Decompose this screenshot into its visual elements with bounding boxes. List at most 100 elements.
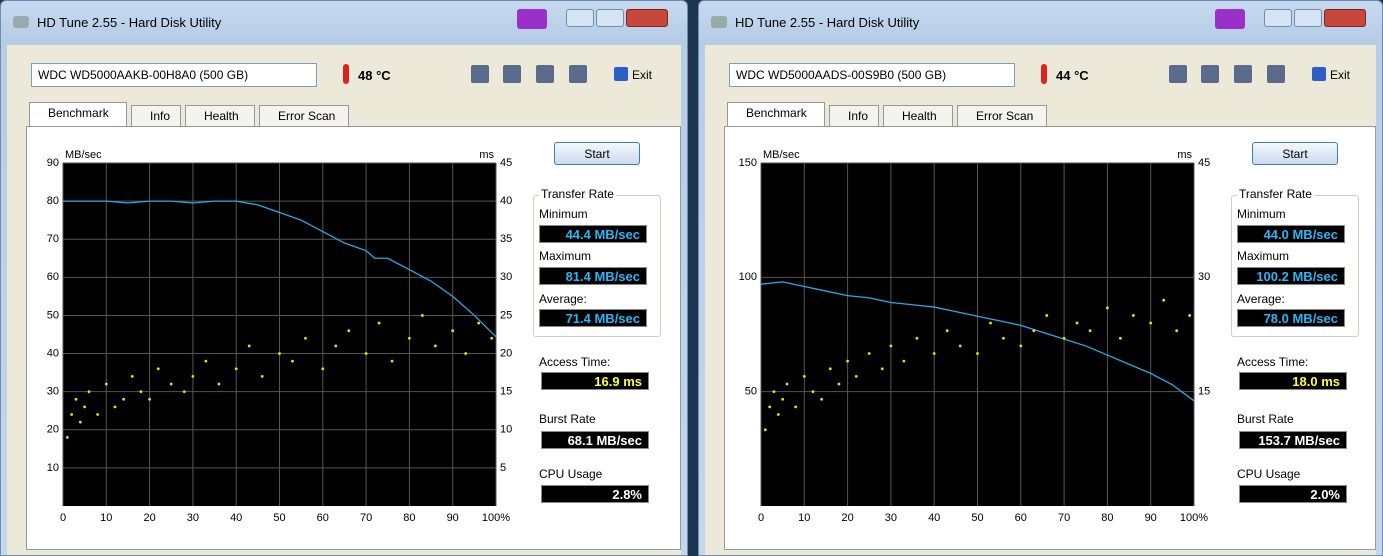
access-time-point <box>890 345 893 348</box>
access-time-point <box>304 337 307 340</box>
value-box: 100.2 MB/sec <box>1237 267 1345 285</box>
x-tick-label: 80 <box>1101 512 1113 524</box>
minimize-button[interactable] <box>1264 9 1292 27</box>
access-time-point <box>170 383 173 386</box>
minimize-button[interactable] <box>566 9 594 27</box>
access-time-point <box>959 345 962 348</box>
y-tick-label: 30 <box>47 386 59 398</box>
toolbar-icon[interactable] <box>1234 65 1252 83</box>
access-time-point <box>855 375 858 378</box>
x-tick-label: 40 <box>230 512 242 524</box>
access-time-point <box>1002 337 1005 340</box>
value-box: 2.8% <box>541 485 649 503</box>
access-time-point <box>1119 337 1122 340</box>
value-box: 78.0 MB/sec <box>1237 309 1345 327</box>
access-time-point <box>122 398 125 401</box>
access-time-point <box>794 406 797 409</box>
access-time-point <box>75 398 78 401</box>
access-time-point <box>976 352 979 355</box>
toolbar-icon[interactable] <box>1169 65 1187 83</box>
y-tick-label: 80 <box>47 195 59 207</box>
access-time-point <box>66 436 69 439</box>
y-tick-label: 90 <box>47 157 59 169</box>
access-time-point <box>786 383 789 386</box>
access-time-point <box>183 390 186 393</box>
stat-label: Average: <box>539 292 587 306</box>
toolbar-icon[interactable] <box>503 65 521 83</box>
access-time-point <box>477 322 480 325</box>
access-time-point <box>391 360 394 363</box>
access-time-point <box>96 413 99 416</box>
start-button[interactable]: Start <box>554 142 640 165</box>
toolbar-icon[interactable] <box>1267 65 1285 83</box>
access-time-point <box>70 413 73 416</box>
access-time-point <box>846 360 849 363</box>
y2-tick-label: 20 <box>500 347 512 359</box>
window-title: HD Tune 2.55 - Hard Disk Utility <box>37 15 221 30</box>
y2-tick-label: 5 <box>500 462 506 474</box>
y2-tick-label: 30 <box>1198 271 1210 283</box>
close-button[interactable] <box>626 9 668 27</box>
value-box: 44.0 MB/sec <box>1237 225 1345 243</box>
access-time-point <box>235 367 238 370</box>
menu-button[interactable] <box>1215 9 1245 29</box>
y2-tick-label: 15 <box>500 386 512 398</box>
y-tick-label: 10 <box>47 462 59 474</box>
y2-axis-label: ms <box>1177 149 1192 161</box>
access-time-point <box>131 375 134 378</box>
toolbar-icon[interactable] <box>1201 65 1219 83</box>
access-time-point <box>1188 314 1191 317</box>
toolbar-icon[interactable] <box>569 65 587 83</box>
tab[interactable]: Benchmark <box>29 102 127 127</box>
y2-tick-label: 40 <box>500 195 512 207</box>
maximize-button[interactable] <box>596 9 624 27</box>
access-time-point <box>261 375 264 378</box>
x-tick-label: 90 <box>447 512 459 524</box>
thermometer <box>1041 64 1047 84</box>
start-button[interactable]: Start <box>1252 142 1338 165</box>
tab[interactable]: Health <box>883 105 953 126</box>
value-box: 68.1 MB/sec <box>541 431 649 449</box>
exit-button[interactable]: Exit <box>632 68 652 82</box>
access-time-point <box>1089 329 1092 332</box>
drive-select[interactable]: WDC WD5000AADS-00S9B0 (500 GB) <box>729 63 1015 87</box>
stat-label: CPU Usage <box>539 467 602 481</box>
y2-tick-label: 35 <box>500 233 512 245</box>
tab[interactable]: Error Scan <box>957 105 1047 126</box>
toolbar-icon[interactable] <box>471 65 489 83</box>
tab[interactable]: Health <box>185 105 255 126</box>
exit-button[interactable]: Exit <box>1330 68 1350 82</box>
x-tick-label: 70 <box>1058 512 1070 524</box>
tab[interactable]: Info <box>829 105 879 126</box>
access-time-point <box>148 398 151 401</box>
stat-label: Burst Rate <box>539 412 596 426</box>
access-time-point <box>1032 329 1035 332</box>
exit-icon <box>1312 67 1326 81</box>
tab[interactable]: Benchmark <box>727 102 825 127</box>
group-label: Transfer Rate <box>1237 187 1314 201</box>
x-tick-label: 40 <box>928 512 940 524</box>
stat-label: Burst Rate <box>1237 412 1294 426</box>
menu-button[interactable] <box>517 9 547 29</box>
tab[interactable]: Error Scan <box>259 105 349 126</box>
toolbar-icon[interactable] <box>536 65 554 83</box>
stat-label: Maximum <box>1237 249 1289 263</box>
access-time-point <box>278 352 281 355</box>
tab[interactable]: Info <box>131 105 181 126</box>
drive-select[interactable]: WDC WD5000AAKB-00H8A0 (500 GB) <box>31 63 317 87</box>
access-time-point <box>434 345 437 348</box>
app-icon <box>711 16 727 28</box>
x-tick-label: 20 <box>841 512 853 524</box>
access-time-point <box>768 406 771 409</box>
x-tick-label: 60 <box>1015 512 1027 524</box>
access-time-point <box>105 383 108 386</box>
access-time-point <box>812 390 815 393</box>
maximize-button[interactable] <box>1294 9 1322 27</box>
close-button[interactable] <box>1324 9 1366 27</box>
value-box: 153.7 MB/sec <box>1239 431 1347 449</box>
x-tick-label: 60 <box>317 512 329 524</box>
access-time-point <box>88 390 91 393</box>
y-tick-label: 50 <box>47 309 59 321</box>
access-time-point <box>838 383 841 386</box>
